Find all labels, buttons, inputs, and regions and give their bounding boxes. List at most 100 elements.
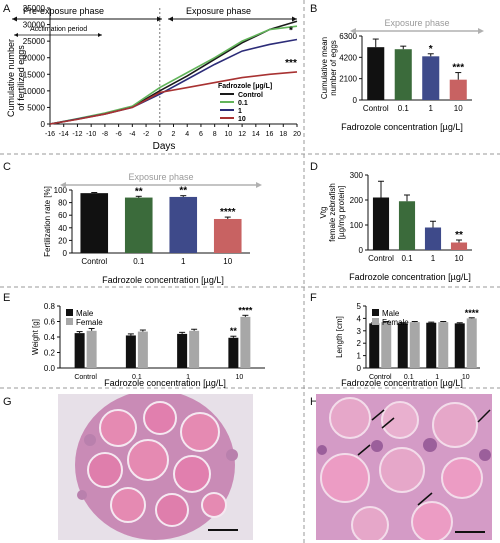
legend-swatch — [66, 309, 73, 316]
panel-a-line-chart: 0 5000 10000 15000 20000 25000 30000 35000 -16 -1… — [6, 4, 301, 152]
bar-female — [240, 316, 251, 368]
bar — [213, 218, 242, 253]
y-tick-label: 2 — [357, 339, 362, 348]
y-tick-label: 60 — [58, 211, 67, 220]
x-tick-label: 0.1 — [404, 374, 414, 381]
y-tick-label: 80 — [58, 199, 67, 208]
bar-male — [74, 333, 85, 368]
x-tick-label: 18 — [279, 131, 287, 138]
x-tick-label: -14 — [59, 131, 69, 138]
bar-female — [409, 322, 420, 368]
legend-swatch — [372, 318, 379, 325]
y-axis-label: Cumulative mean — [320, 37, 329, 99]
x-tick-label: -12 — [72, 131, 82, 138]
panel-a-y-axis-label-line2: of fertilized eggs — [16, 45, 26, 111]
y-tick-label: 0 — [359, 246, 364, 255]
y-tick-label: 20000 — [23, 54, 46, 63]
x-tick-label: Control — [81, 257, 107, 266]
bar — [398, 201, 416, 250]
panel-d-bar-chart: 0 100 200 300 Control 0.1 1 ** 10 Fadrozole conce… — [319, 171, 472, 282]
x-tick-label: 12 — [238, 131, 246, 138]
exposure-arrowhead-right — [292, 16, 297, 22]
significance-marker: *** — [452, 63, 464, 74]
y-tick-label: 25000 — [23, 37, 46, 46]
x-tick-label: 10 — [235, 374, 243, 381]
significance-marker: ** — [135, 186, 143, 197]
oocyte — [110, 487, 146, 523]
acclimation-arrowhead-right — [98, 33, 102, 37]
y-tick-label: 0.6 — [44, 318, 56, 327]
x-tick-label: -16 — [45, 131, 55, 138]
arrow-icon — [357, 444, 371, 456]
acclimation-label: Acclimation period — [30, 26, 87, 33]
legend-entry: Female — [76, 318, 103, 327]
oocyte — [99, 409, 137, 447]
oocyte — [87, 452, 123, 488]
x-axis-label: Fadrozole concentration [µg/L] — [341, 122, 463, 132]
y-tick-label: 200 — [350, 196, 364, 205]
panel-label-f: F — [310, 292, 317, 304]
x-tick-label: -6 — [115, 131, 121, 138]
y-tick-label: 3 — [357, 327, 362, 336]
legend-title: Fadrozole [µg/L] — [218, 83, 272, 90]
x-tick-label: 10 — [454, 104, 463, 113]
x-tick-label: 10 — [224, 131, 232, 138]
bar-male — [397, 323, 408, 368]
y-tick-label: 5 — [357, 302, 362, 311]
significance-marker: * — [289, 25, 293, 36]
bar-male — [228, 337, 239, 368]
x-tick-label: Control — [369, 374, 392, 381]
arrowhead-left-icon — [350, 28, 356, 34]
y-tick-label: 100 — [350, 221, 364, 230]
arrow-icon — [477, 409, 491, 423]
x-tick-label: -8 — [102, 131, 108, 138]
exposure-arrowhead-left — [168, 16, 173, 22]
pre-exposure-arrowhead-left — [12, 16, 17, 22]
arrowhead-right-icon — [478, 28, 484, 34]
y-tick-label: 1 — [357, 352, 362, 361]
y-axis-label: female zebrafish — [328, 183, 337, 242]
legend-entry: Male — [382, 309, 400, 318]
significance-marker: **** — [220, 207, 236, 218]
bar-male — [369, 323, 380, 368]
bar-female — [86, 330, 97, 368]
x-tick-label: 10 — [462, 374, 470, 381]
y-axis-label: Vtg — [319, 206, 328, 218]
x-tick-label: 4 — [185, 131, 189, 138]
y-tick-label: 0.8 — [44, 302, 56, 311]
x-axis-label: Fadrozole concentration [µg/L] — [349, 272, 471, 282]
small-oocyte — [423, 438, 437, 452]
panel-label-c: C — [3, 161, 11, 173]
panel-a-x-axis-label: Days — [153, 141, 176, 152]
x-tick-label: 2 — [172, 131, 176, 138]
small-oocyte — [77, 490, 87, 500]
panel-a-y-axis-label-line1: Cumulative number — [6, 39, 16, 117]
exposure-label: Exposure phase — [186, 6, 251, 16]
small-oocyte — [371, 440, 383, 452]
x-tick-label: -4 — [129, 131, 135, 138]
oocyte — [180, 412, 220, 452]
x-tick-label: 8 — [213, 131, 217, 138]
x-tick-label: 10 — [455, 254, 464, 263]
oocyte — [201, 492, 227, 518]
exposure-phase-subtitle: Exposure phase — [384, 18, 449, 28]
significance-marker: ** — [455, 230, 463, 241]
y-tick-label: 0 — [63, 249, 68, 258]
acclimation-arrowhead-left — [14, 33, 18, 37]
y-axis-label: Fertilization rate [%] — [43, 186, 52, 257]
y-tick-label: 40 — [58, 224, 67, 233]
y-axis-label: [µg/mg protein] — [337, 186, 346, 240]
bar-male — [125, 335, 136, 368]
legend-entry: 0.1 — [238, 100, 248, 107]
arrow-icon — [371, 409, 385, 421]
x-tick-label: 1 — [186, 374, 190, 381]
x-tick-label: Control — [368, 254, 394, 263]
x-tick-label: -10 — [86, 131, 96, 138]
bar-male — [454, 323, 465, 368]
x-tick-label: Control — [74, 374, 97, 381]
x-tick-label: 1 — [435, 374, 439, 381]
bar — [449, 79, 467, 100]
